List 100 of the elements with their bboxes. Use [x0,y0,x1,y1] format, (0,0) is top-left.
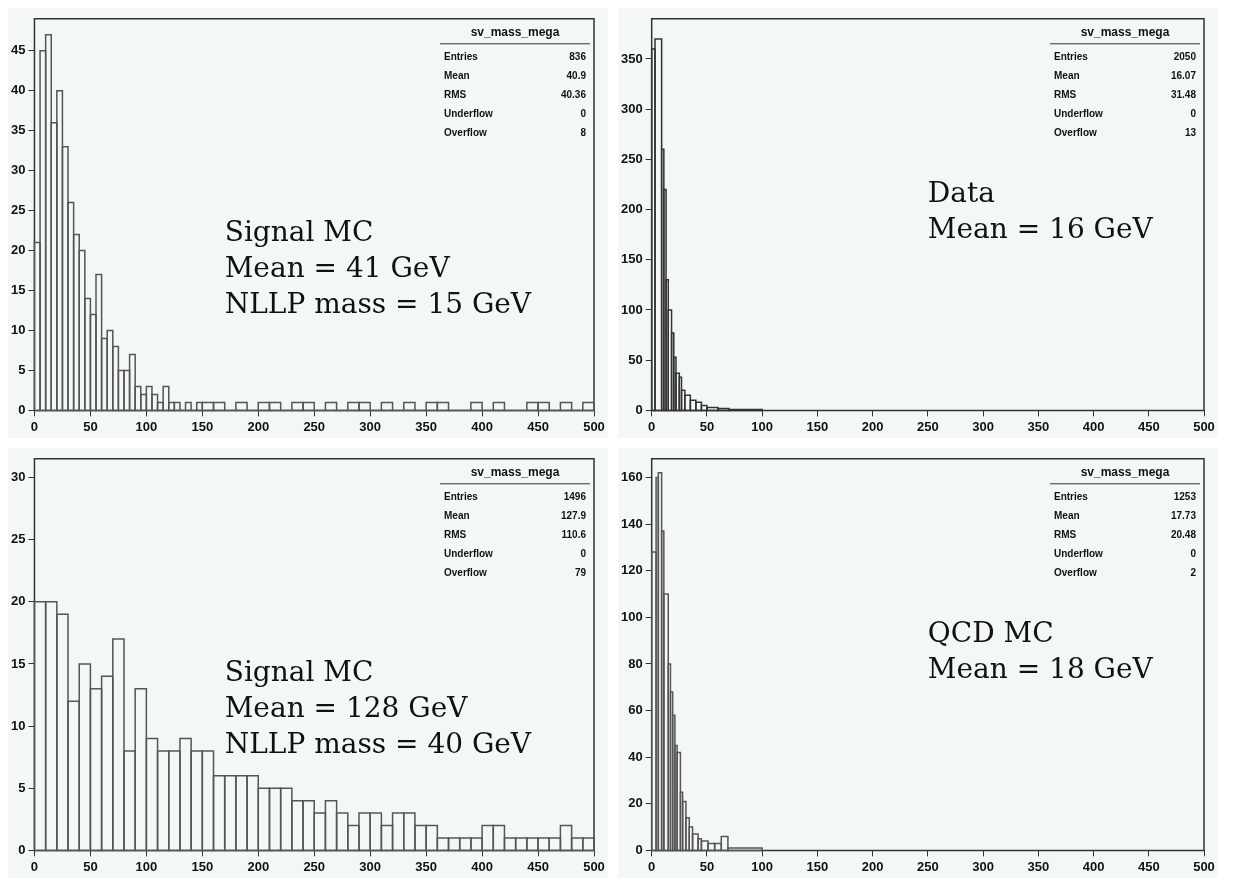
y-tick-label: 100 [620,608,643,624]
y-tick-label: 250 [620,150,643,166]
annotation: 1496 [563,490,587,502]
y-tick-label: 15 [10,282,26,298]
annotation: 2050 [1173,50,1197,62]
annotation: 79 [574,566,587,578]
x-tick-label: 300 [972,418,994,434]
y-tick-label: 25 [10,202,26,218]
y-tick-label: 5 [18,779,26,795]
x-tick-label: 400 [1082,858,1105,874]
x-tick-label: 350 [1027,418,1050,434]
x-tick-label: 250 [303,418,326,434]
annotation: 20.48 [1170,528,1197,540]
annotation: Overflow [444,566,488,578]
x-tick-label: 150 [191,858,214,874]
y-tick-label: 300 [620,100,643,116]
annotation: Mean = 16 GeV [927,212,1154,246]
annotation: 40.36 [560,88,587,100]
y-tick-label: 35 [10,122,26,138]
annotation: sv_mass_mega [470,465,560,480]
x-tick-label: 400 [1082,418,1105,434]
annotation: 110.6 [561,528,587,540]
x-tick-label: 350 [415,858,437,874]
y-tick-label: 350 [620,50,643,66]
annotation: RMS [444,88,467,100]
annotation: Underflow [444,107,494,119]
x-tick-label: 100 [135,858,158,874]
x-tick-label: 500 [583,418,605,434]
x-tick-label: 250 [916,418,939,434]
annotation: Mean [1054,509,1080,521]
y-tick-label: 10 [10,322,26,338]
x-tick-label: 50 [83,858,98,874]
y-tick-label: 60 [628,702,643,718]
y-tick-label: 20 [10,242,26,258]
y-tick-label: 200 [620,201,643,217]
x-tick-label: 100 [135,418,158,434]
annotation: Mean = 41 GeV [224,251,451,285]
x-tick-label: 400 [471,858,493,874]
annotation: 8 [580,126,587,138]
annotation: Entries [1054,50,1089,62]
annotation: Data [927,176,995,210]
annotation: 16.07 [1170,69,1197,81]
y-tick-label: 150 [620,251,643,267]
x-tick-label: 450 [527,418,549,434]
x-tick-label: 250 [916,858,939,874]
annotation: 0 [580,107,587,119]
x-tick-label: 250 [303,858,326,874]
x-tick-label: 200 [247,858,270,874]
y-tick-label: 20 [10,593,26,609]
annotation: 13 [1184,126,1197,138]
annotation: 31.48 [1170,88,1197,100]
y-tick-label: 15 [10,655,26,671]
x-tick-label: 150 [806,418,829,434]
annotation: Mean [444,69,470,81]
annotation: 0 [1190,547,1197,559]
x-tick-label: 450 [527,858,549,874]
y-tick-label: 80 [628,655,643,671]
annotation: Mean = 18 GeV [927,652,1154,686]
y-tick-label: 0 [635,841,643,857]
x-tick-label: 150 [191,418,214,434]
annotation: 40.9 [566,69,587,81]
annotation: Underflow [444,547,494,559]
annotation: RMS [1054,528,1077,540]
y-tick-label: 30 [10,162,26,178]
x-tick-label: 350 [1027,858,1050,874]
y-tick-label: 50 [628,351,643,367]
annotation: Overflow [1054,126,1098,138]
y-tick-label: 40 [628,748,643,764]
x-tick-label: 0 [648,418,656,434]
y-tick-label: 40 [10,82,26,98]
annotation: sv_mass_mega [470,25,560,40]
annotation: NLLP mass = 40 GeV [224,727,532,761]
y-tick-label: 10 [10,717,26,733]
x-tick-label: 0 [30,858,39,874]
x-tick-label: 50 [83,418,98,434]
x-tick-label: 50 [699,418,715,434]
annotation: Overflow [444,126,488,138]
y-tick-label: 0 [18,401,26,417]
x-tick-label: 450 [1137,858,1160,874]
annotation: sv_mass_mega [1080,25,1170,40]
annotation: Entries [444,50,479,62]
x-tick-label: 200 [861,858,884,874]
annotation: Overflow [1054,566,1098,578]
annotation: Entries [1054,490,1089,502]
annotation: QCD MC [927,616,1054,650]
annotation: sv_mass_mega [1080,465,1170,480]
x-tick-label: 500 [583,858,605,874]
annotation: 2 [1190,566,1197,578]
annotation: Mean [444,509,470,521]
x-tick-label: 100 [751,858,773,874]
y-tick-label: 20 [628,795,643,811]
annotation: Underflow [1054,547,1104,559]
x-tick-label: 300 [359,418,382,434]
annotation: Signal MC [224,215,374,249]
annotation: Underflow [1054,107,1104,119]
annotation: Mean [1054,69,1080,81]
x-tick-label: 150 [806,858,829,874]
y-tick-label: 120 [620,562,643,578]
annotation: RMS [1054,88,1077,100]
annotation: 836 [569,50,587,62]
